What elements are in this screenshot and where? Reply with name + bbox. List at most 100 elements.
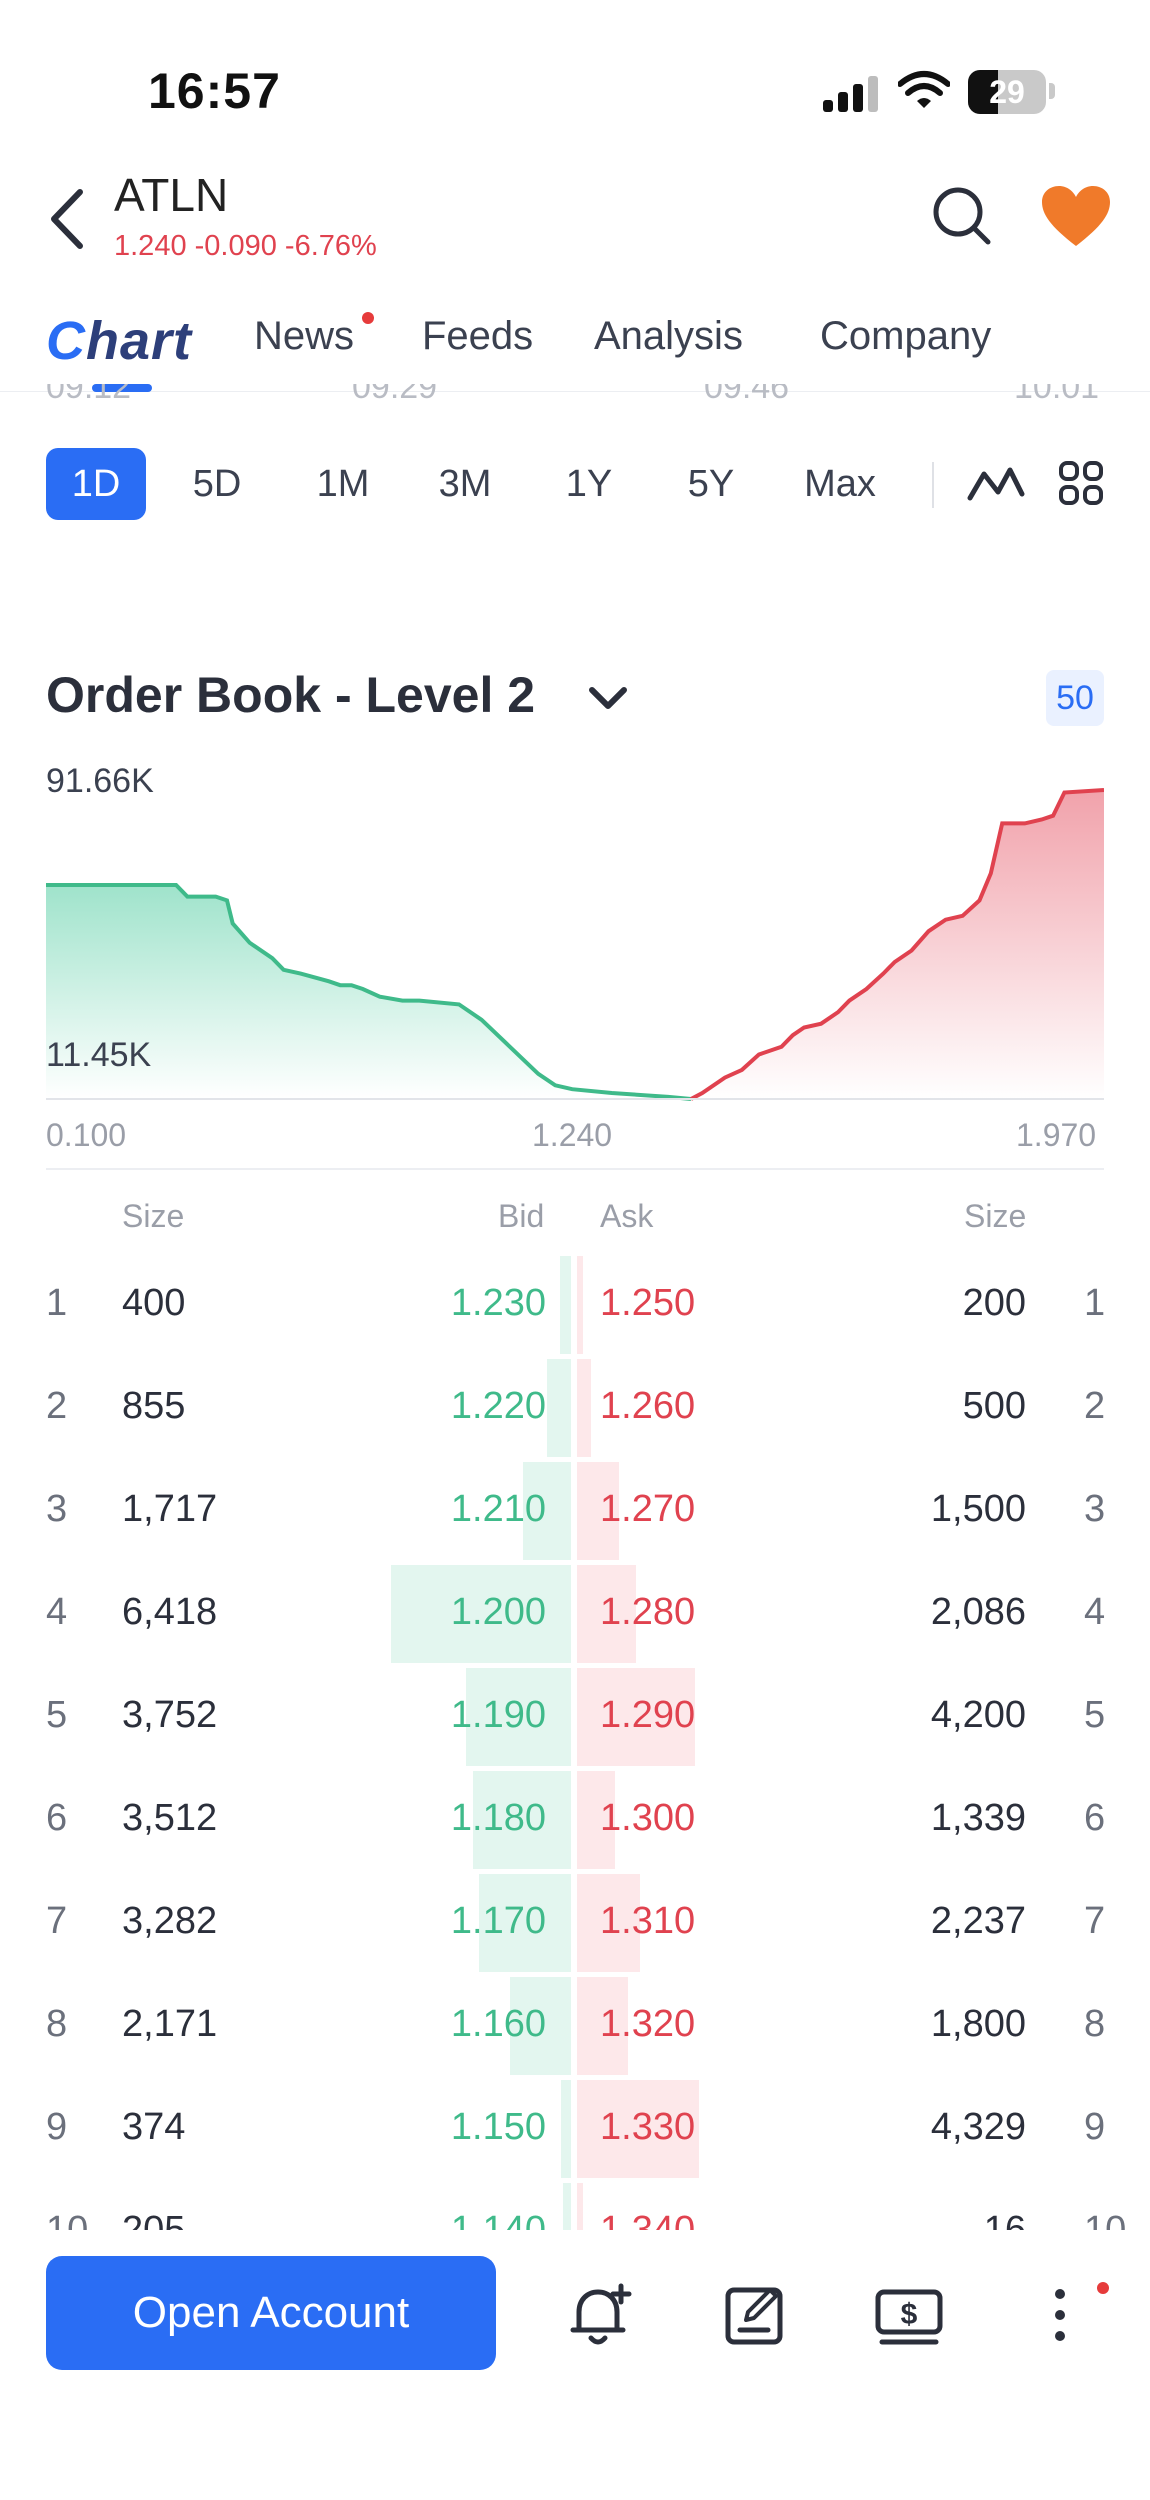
ask-size: 1,339 [930, 1797, 1026, 1839]
order-book-row: 8 2,171 1.160 1.320 1,800 8 [0, 1977, 1150, 2080]
order-book-row: 9 374 1.150 1.330 4,329 9 [0, 2080, 1150, 2183]
news-badge-dot [362, 312, 374, 324]
row-index: 5 [46, 1694, 68, 1736]
row-index: 9 [46, 2106, 68, 2148]
layout-grid-icon[interactable] [1058, 460, 1104, 506]
row-index-right: 6 [1084, 1797, 1106, 1839]
bid-price: 1.190 [450, 1694, 546, 1736]
order-book-title[interactable]: Order Book - Level 2 [46, 667, 536, 723]
bid-price: 1.180 [450, 1797, 546, 1839]
ask-size: 4,329 [930, 2106, 1026, 2148]
tab-news[interactable]: News [254, 314, 355, 358]
bid-size-bar [473, 1771, 571, 1869]
ask-depth-line [690, 788, 1104, 1101]
row-index: 4 [46, 1591, 68, 1633]
row-index-right: 10 [1084, 2209, 1127, 2230]
tab-analysis[interactable]: Analysis [594, 314, 743, 358]
row-index-right: 3 [1084, 1488, 1106, 1530]
note-edit-icon[interactable] [720, 2280, 790, 2350]
tab-chart-label-rest: hart [86, 311, 193, 371]
tab-chart[interactable]: Chart [46, 311, 193, 371]
order-book-row: 2 855 1.220 1.260 500 2 [0, 1359, 1150, 1462]
x-tick-left: 0.100 [46, 1117, 127, 1153]
bid-price: 1.140 [450, 2209, 546, 2230]
bid-size-bar [466, 1668, 571, 1766]
status-bar: 16:57 29 [0, 0, 1150, 150]
range-max[interactable]: Max [804, 463, 876, 505]
ask-price: 1.280 [600, 1591, 696, 1633]
bid-size-bar [523, 1462, 571, 1560]
row-index: 7 [46, 1900, 68, 1942]
order-book-row: 10 205 1.140 1.340 16 10 [0, 2183, 1150, 2230]
tab-company[interactable]: Company [820, 314, 992, 358]
row-index: 6 [46, 1797, 68, 1839]
bid-size-bar [391, 1565, 571, 1663]
range-1y[interactable]: 1Y [565, 463, 613, 505]
order-book-row: 6 3,512 1.180 1.300 1,339 6 [0, 1771, 1150, 1874]
bottom-action-bar: Open Account $ [0, 2230, 1150, 2500]
bid-size-bar [561, 2080, 571, 2178]
header-bid: Bid [498, 1198, 545, 1234]
order-book-row: 3 1,717 1.210 1.270 1,500 3 [0, 1462, 1150, 1565]
more-icon[interactable] [1040, 2280, 1080, 2350]
trade-cash-icon[interactable]: $ [872, 2280, 946, 2350]
order-book-row: 4 6,418 1.200 1.280 2,086 4 [0, 1565, 1150, 1668]
bid-size: 1,717 [122, 1488, 218, 1530]
ask-size: 500 [962, 1385, 1026, 1427]
alert-add-icon[interactable] [565, 2280, 635, 2350]
chevron-down-icon[interactable] [584, 678, 632, 718]
range-5y[interactable]: 5Y [687, 463, 735, 505]
bid-size-bar [479, 1874, 571, 1972]
range-3m[interactable]: 3M [438, 463, 492, 505]
wifi-icon [898, 71, 950, 108]
row-index-right: 8 [1084, 2003, 1106, 2045]
heart-icon[interactable] [1040, 184, 1112, 248]
ask-size-bar [577, 1977, 628, 2075]
ask-price: 1.300 [600, 1797, 696, 1839]
row-index: 8 [46, 2003, 68, 2045]
bid-size-bar [560, 1256, 571, 1354]
time-tick: 09:46 [704, 384, 790, 406]
order-book-row: 1 400 1.230 1.250 200 1 [0, 1256, 1150, 1359]
ask-size-bar [577, 2183, 583, 2230]
bid-depth-line [46, 883, 692, 1101]
bid-size: 855 [122, 1385, 186, 1427]
bid-size: 6,418 [122, 1591, 218, 1633]
y-max-label: 91.66K [46, 762, 154, 800]
svg-text:$: $ [901, 2298, 918, 2331]
time-tick: 09:29 [352, 384, 438, 406]
ask-price: 1.250 [600, 1282, 696, 1324]
ask-size: 2,237 [930, 1900, 1026, 1942]
bid-size: 3,752 [122, 1694, 218, 1736]
x-tick-right: 1.970 [1016, 1117, 1097, 1153]
depth-level-badge[interactable]: 50 [1046, 670, 1104, 726]
row-index: 1 [46, 1282, 68, 1324]
ask-price: 1.290 [600, 1694, 696, 1736]
bid-price: 1.230 [450, 1282, 546, 1324]
order-book-row: 7 3,282 1.170 1.310 2,237 7 [0, 1874, 1150, 1977]
line-chart-icon[interactable] [966, 458, 1026, 510]
order-book-row: 5 3,752 1.190 1.290 4,200 5 [0, 1668, 1150, 1771]
row-index-right: 7 [1084, 1900, 1106, 1942]
ask-size-bar [577, 1668, 695, 1766]
range-1m[interactable]: 1M [316, 463, 370, 505]
ask-size: 2,086 [930, 1591, 1026, 1633]
tab-feeds[interactable]: Feeds [422, 314, 534, 358]
ask-price: 1.340 [600, 2209, 696, 2230]
bid-size-bar [563, 2183, 571, 2230]
open-account-button[interactable]: Open Account [46, 2256, 496, 2370]
ticker-symbol: ATLN [114, 169, 229, 221]
ask-size-bar [577, 2080, 699, 2178]
search-icon[interactable] [930, 184, 994, 248]
range-1d[interactable]: 1D [46, 448, 146, 520]
bid-size: 374 [122, 2106, 186, 2148]
bid-price: 1.150 [450, 2106, 546, 2148]
ask-size-bar [577, 1874, 640, 1972]
row-index-right: 5 [1084, 1694, 1106, 1736]
bid-price: 1.210 [450, 1488, 546, 1530]
range-5d[interactable]: 5D [192, 463, 242, 505]
back-arrow-icon[interactable] [40, 184, 100, 254]
row-index-right: 2 [1084, 1385, 1106, 1427]
order-book-rows: 1 400 1.230 1.250 200 1 2 855 1.220 1.260 500 2 3 1,7… [0, 1256, 1150, 2230]
more-badge-dot [1097, 2282, 1109, 2294]
